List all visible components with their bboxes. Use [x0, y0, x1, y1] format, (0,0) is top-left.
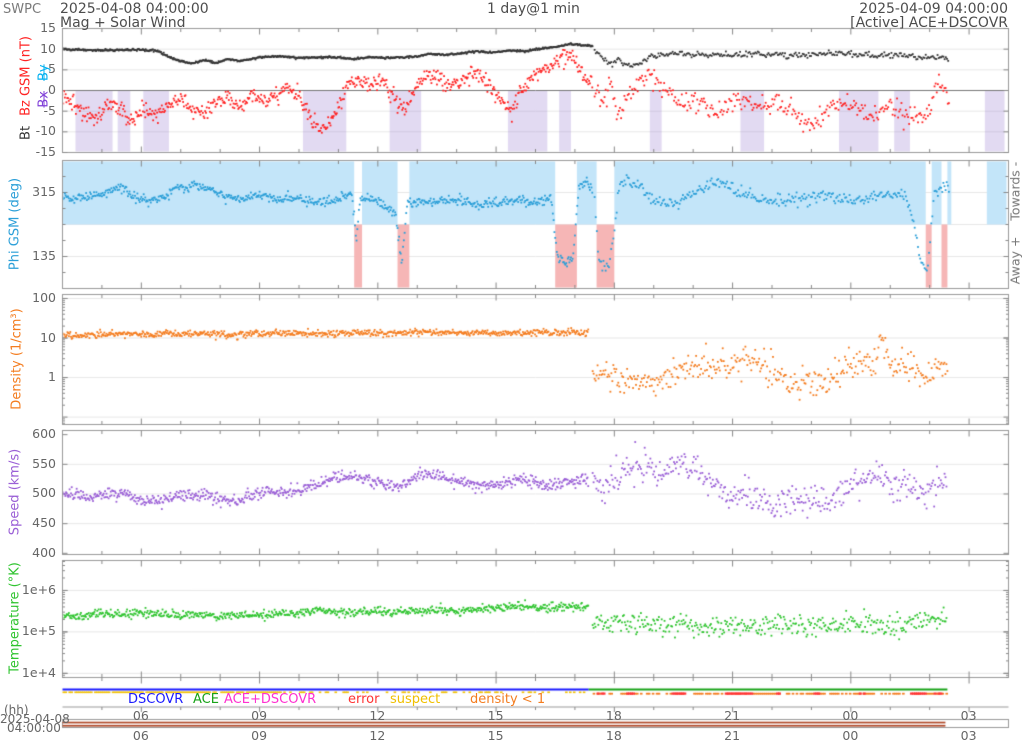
legend-item-density-1: density < 1	[470, 692, 546, 707]
legend-item-ace-dscovr: ACE+DSCOVR	[224, 692, 317, 707]
y-tick-label: -15	[35, 144, 56, 159]
y-tick-label: 500	[32, 485, 56, 501]
hour-label: 21	[724, 708, 741, 723]
hour-label: 00	[842, 708, 859, 723]
y-tick-label: 1e+5	[21, 623, 56, 639]
hour-label: 03	[960, 708, 977, 723]
hour-label: 21	[724, 728, 741, 741]
hour-label: 12	[369, 728, 386, 741]
y-tick-label: 0	[48, 82, 56, 97]
hour-label: 18	[605, 728, 622, 741]
plot-end-datetime: 2025-04-09 04:00:00	[859, 1, 1008, 17]
y-tick-label: 1e+6	[21, 581, 56, 597]
hour-label: 06	[132, 708, 149, 723]
y-tick-label: 315	[32, 184, 56, 199]
hour-label: 06	[132, 728, 149, 741]
plot-subtitle: Mag + Solar Wind	[60, 15, 186, 31]
hour-unit-label: (hh)	[4, 703, 29, 717]
y-tick-label: 100	[32, 289, 56, 305]
hour-label: 18	[605, 708, 622, 723]
y-tick-label: 450	[32, 515, 56, 531]
y-tick-label: 400	[32, 544, 56, 560]
hour-label: 03	[960, 728, 977, 741]
site-logo-text: SWPC	[3, 2, 42, 17]
axis-start-date: 2025-04-08	[0, 712, 70, 726]
y-tick-label: 10	[40, 40, 56, 56]
temperature-axis-label: Temperature (°K)	[7, 562, 23, 674]
hour-label: 09	[251, 728, 268, 741]
hour-label: 15	[487, 708, 504, 723]
phi-sector-label: Away + Towards -	[1007, 161, 1023, 285]
y-tick-label: 1e+4	[21, 664, 56, 680]
plot-start-datetime: 2025-04-08 04:00:00	[60, 1, 209, 17]
hour-label: 09	[251, 708, 268, 723]
y-tick-label: 1	[48, 369, 56, 385]
plot-resolution: 1 day@1 min	[487, 1, 580, 17]
legend-item-dscovr: DSCOVR	[128, 692, 184, 707]
y-tick-label: -10	[35, 123, 56, 139]
y-tick-label: 135	[32, 248, 56, 263]
y-tick-label: 5	[48, 61, 56, 77]
y-tick-label: 10	[40, 329, 56, 345]
legend-item-suspect: suspect	[390, 692, 441, 707]
hour-label: 12	[369, 708, 386, 723]
y-tick-label: -5	[43, 102, 56, 118]
hour-label: 15	[487, 728, 504, 741]
y-tick-label: 550	[32, 455, 56, 471]
legend-item-ace: ACE	[193, 692, 219, 707]
legend-item-error: error	[348, 692, 380, 707]
data-source-status: [Active] ACE+DSCOVR	[850, 15, 1008, 31]
y-tick-label: 600	[32, 426, 56, 442]
y-tick-label: 15	[40, 20, 56, 35]
axis-start-time: 04:00:00	[7, 721, 61, 735]
density-axis-label: Density (1/cm³)	[9, 308, 25, 410]
hour-label: 00	[842, 728, 859, 741]
